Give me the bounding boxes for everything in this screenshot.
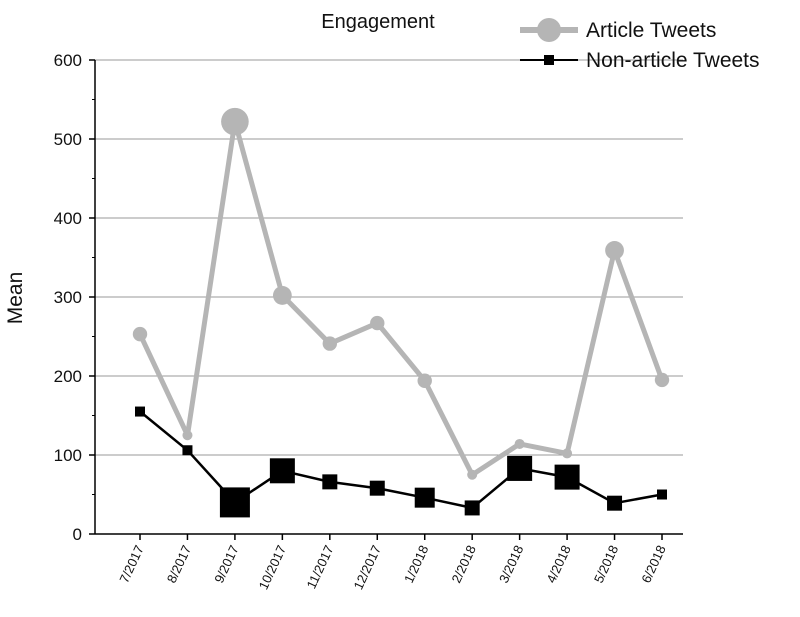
legend-label-2: Non-article Tweets [586, 49, 760, 72]
data-point [464, 500, 480, 516]
y-tick-label: 300 [54, 288, 82, 307]
x-tick-label: 4/2018 [543, 543, 573, 585]
y-tick-label: 600 [54, 51, 82, 70]
x-tick-label: 12/2017 [351, 543, 384, 592]
series-line-2 [138, 410, 664, 510]
data-point [269, 458, 295, 484]
data-point [414, 487, 435, 508]
legend-marker-2 [544, 55, 554, 65]
grid-lines [95, 59, 683, 456]
chart-title: Engagement [321, 11, 435, 33]
x-tick-label: 7/2017 [116, 543, 146, 585]
data-point [607, 495, 623, 511]
x-tick-label: 9/2017 [211, 543, 241, 585]
x-tick-label: 8/2017 [164, 543, 194, 585]
data-point [322, 474, 338, 490]
y-tick-label: 0 [73, 525, 82, 544]
data-point [467, 469, 478, 480]
x-tick-label: 2/2018 [449, 543, 479, 585]
data-point [219, 487, 250, 518]
y-axis-title: Mean [4, 272, 27, 325]
data-point [605, 240, 624, 260]
x-tick-label: 10/2017 [256, 543, 289, 592]
series-layer [132, 107, 670, 518]
data-point [554, 464, 580, 490]
data-point [272, 286, 292, 305]
data-point [514, 438, 525, 449]
y-tick-label: 400 [54, 209, 82, 228]
data-point [182, 430, 193, 441]
data-point [132, 326, 148, 342]
y-tick-label: 200 [54, 367, 82, 386]
data-point [562, 448, 573, 459]
data-point [135, 406, 145, 417]
series-line-1 [137, 119, 665, 478]
data-point [221, 107, 249, 136]
data-point [507, 455, 533, 481]
legend: Article Tweets Non-article Tweets [520, 18, 760, 72]
x-tick-label: 5/2018 [591, 543, 621, 585]
y-tick-label: 100 [54, 446, 82, 465]
data-point [370, 315, 385, 331]
x-tick-label: 1/2018 [401, 543, 431, 585]
legend-marker-1 [537, 18, 561, 42]
x-tick-label: 11/2017 [303, 543, 336, 591]
data-point [657, 489, 667, 500]
x-tick-label: 6/2018 [638, 543, 668, 585]
data-point [417, 373, 432, 388]
y-tick-label: 500 [54, 130, 82, 149]
axes: 0 100 200 300 400 500 600 7/2017 8/2017 9/2017 10/… [54, 51, 683, 592]
data-point [654, 372, 670, 388]
data-point [182, 445, 193, 456]
data-point [369, 480, 385, 496]
legend-label-1: Article Tweets [586, 19, 716, 42]
data-point [322, 336, 338, 351]
x-tick-label: 3/2018 [496, 543, 526, 585]
